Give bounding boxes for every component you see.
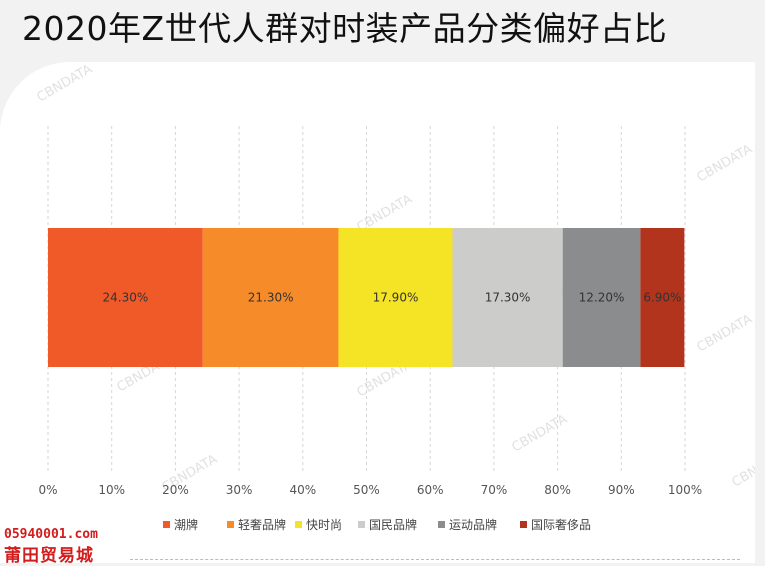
legend-swatch [295, 521, 302, 528]
legend-swatch [163, 521, 170, 528]
legend-swatch [227, 521, 234, 528]
x-tick-label: 40% [289, 483, 316, 497]
data-label: 24.30% [103, 291, 149, 305]
legend-label: 快时尚 [306, 518, 342, 532]
x-tick-label: 10% [98, 483, 125, 497]
data-label: 17.90% [373, 291, 419, 305]
legend-swatch [520, 521, 527, 528]
bottom-divider [130, 559, 740, 560]
legend: 潮牌 轻奢品牌 快时尚 国民品牌 运动品牌 国际奢侈品 [163, 517, 591, 532]
x-tick-label: 80% [544, 483, 571, 497]
legend-item: 轻奢品牌 [227, 518, 286, 532]
legend-label: 国际奢侈品 [531, 518, 591, 532]
x-tick-label: 70% [481, 483, 508, 497]
bar-segments [48, 228, 685, 367]
bar-segment [338, 228, 453, 367]
x-tick-label: 0% [38, 483, 57, 497]
legend-label: 潮牌 [174, 517, 198, 532]
legend-item: 运动品牌 [438, 518, 497, 532]
site-watermark-name: 莆田贸易城 [4, 546, 94, 566]
bar-segment [452, 228, 563, 367]
legend-item: 国际奢侈品 [520, 518, 591, 532]
chart-title: 2020年Z世代人群对时装产品分类偏好占比 [22, 9, 668, 48]
bar-segment [640, 228, 685, 367]
x-tick-label: 100% [668, 483, 702, 497]
legend-label: 轻奢品牌 [238, 518, 286, 532]
brand-watermark: CBNDATA [510, 412, 571, 456]
stacked-bar-chart: CBNDATACBNDATACBNDATACBNDATACBNDATACBNDA… [35, 62, 756, 532]
bar-segment [202, 228, 339, 367]
x-axis-ticks: 0% 10% 20% 30% 40% 50% 60% 70% 80% 90% 100% [38, 483, 702, 497]
brand-watermark: CBNDATA [695, 142, 756, 186]
x-tick-label: 20% [162, 483, 189, 497]
brand-watermark: CBNDATA [695, 312, 756, 356]
x-tick-label: 50% [353, 483, 380, 497]
x-tick-label: 30% [226, 483, 253, 497]
data-label: 21.30% [248, 291, 294, 305]
brand-watermark: CBNDATA [35, 62, 96, 105]
data-label: 6.90% [643, 291, 681, 305]
data-label: 12.20% [579, 291, 625, 305]
chart-card: CBNDATA CBNDATA CBNDATA CBNDATA CBNDATA CBNDA… [0, 62, 755, 563]
bar-segment [562, 228, 641, 367]
brand-watermark: CBNDATA [730, 447, 756, 491]
legend-item: 国民品牌 [358, 518, 417, 532]
bar-segment [48, 228, 203, 367]
legend-item: 快时尚 [295, 518, 342, 532]
x-tick-label: 90% [608, 483, 635, 497]
legend-label: 国民品牌 [369, 518, 417, 532]
data-label: 17.30% [485, 291, 531, 305]
legend-item: 潮牌 [163, 517, 198, 532]
legend-swatch [438, 521, 445, 528]
x-tick-label: 60% [417, 483, 444, 497]
legend-swatch [358, 521, 365, 528]
gridlines [47, 126, 686, 472]
legend-label: 运动品牌 [449, 518, 497, 532]
site-watermark-domain: 05940001.com [4, 527, 98, 542]
data-labels: 24.30% 21.30% 17.90% 17.30% 12.20% 6.90% [103, 291, 682, 305]
